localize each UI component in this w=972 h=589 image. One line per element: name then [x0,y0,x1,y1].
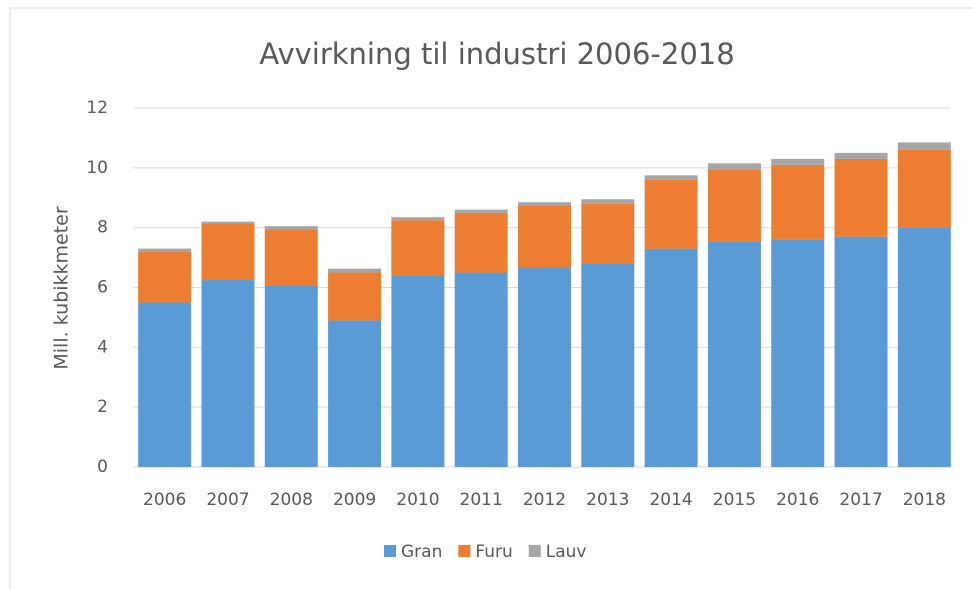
legend-label: Furu [475,542,512,562]
bar-segment [644,175,698,180]
bar-segment [897,227,951,467]
y-tick-label: 4 [97,337,108,357]
x-tick-label: 2007 [206,490,249,510]
bar-segment [454,212,508,273]
chart-frame [9,7,972,589]
bar-segment [454,209,508,213]
x-tick-label: 2010 [396,490,439,510]
x-tick-label: 2008 [270,490,313,510]
y-tick-label: 6 [97,278,108,298]
y-tick-label: 10 [86,158,108,178]
bar-segment [518,268,571,467]
x-tick-label: 2009 [333,490,376,510]
legend-swatch [458,545,471,557]
bar-segment [391,217,445,221]
y-tick-label: 0 [97,457,108,477]
bar-segment [707,241,761,467]
bar-segment [201,221,255,224]
bar-segment [834,236,888,467]
bar-segment [391,220,445,276]
x-tick-label: 2006 [143,490,186,510]
bar-segment [264,229,318,287]
y-tick-label: 12 [86,98,108,118]
x-tick-label: 2018 [903,490,946,510]
bar-segment [391,275,445,467]
bar-segment [328,272,382,321]
x-tick-label: 2017 [839,490,882,510]
x-tick-label: 2013 [586,490,629,510]
bar-segment [644,248,698,467]
bar-segment [834,152,888,159]
bar-segment [264,226,318,230]
bar-segment [897,149,951,228]
y-tick-label: 2 [97,397,108,417]
x-tick-label: 2015 [713,490,756,510]
chart-title: Avvirkning til industri 2006-2018 [259,37,734,71]
legend-swatch [384,545,396,557]
bar-segment [581,203,635,264]
bar-segment [707,163,761,170]
bar-segment [581,263,635,467]
bar-segment [518,202,571,206]
legend-label: Lauv [546,542,587,562]
legend-label: Gran [401,542,442,562]
bar-segment [201,280,255,467]
bar-segment [771,239,825,467]
bar-segment [771,164,825,240]
x-tick-label: 2016 [776,490,819,510]
bar-segment [897,142,951,150]
bar-segment [201,223,255,281]
legend-swatch [528,545,541,557]
bar-segment [518,205,571,269]
bar-segment [138,251,192,303]
x-tick-label: 2014 [649,490,692,510]
bar-segment [644,179,698,249]
bar-segment [454,272,508,467]
bar-segment [264,286,318,467]
bar-segment [771,158,825,165]
bar-segment [328,268,382,273]
bar-segment [581,199,635,204]
bar-segment [834,158,888,237]
y-axis-label: Mill. kubikkmeter [51,206,73,369]
x-tick-label: 2012 [523,490,566,510]
bar-segment [138,302,192,467]
bar-segment [138,248,192,252]
y-tick-label: 8 [97,218,108,238]
bar-segment [707,169,761,242]
x-tick-label: 2011 [460,490,503,510]
bar-segment [328,320,382,467]
